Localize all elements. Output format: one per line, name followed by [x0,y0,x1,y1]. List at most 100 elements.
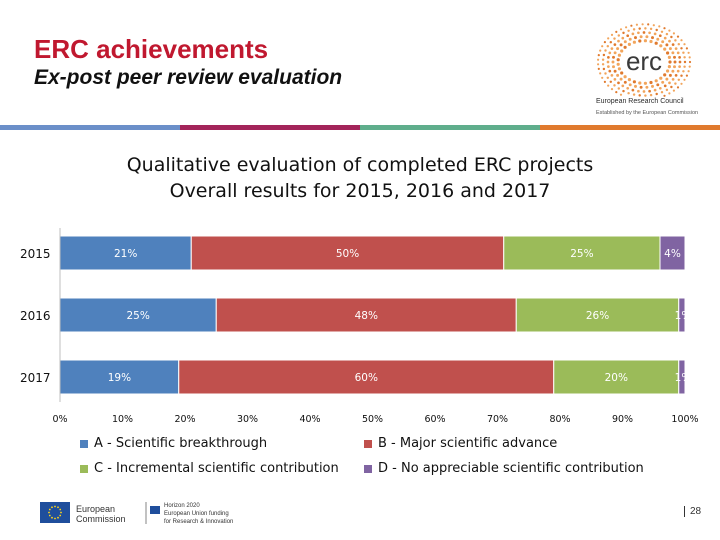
chart-subtitle: Overall results for 2015, 2016 and 2017 [169,180,551,202]
data-label: 20% [605,372,628,384]
logo-dot [604,72,607,75]
eu-star-icon [51,516,53,519]
logo-dot [658,25,661,28]
logo-dot [608,69,612,73]
logo-dot [673,60,677,64]
logo-dot [621,84,625,88]
logo-dot [622,89,625,93]
logo-dot [606,60,610,64]
legend-swatch-c [80,464,88,473]
logo-dot [674,47,678,50]
logo-dot [638,81,642,85]
eu-star-icon [60,511,62,514]
logo-dot [677,42,681,46]
x-tick-label: 0% [52,414,67,425]
logo-dot [655,92,658,96]
logo-dot [668,29,671,32]
logo-dot [672,32,675,35]
logo-dot [609,40,613,44]
bar-segment [190,235,505,271]
logo-dot [615,91,618,94]
legend-item-a: A - Scientific breakthrough [80,436,267,451]
logo-dot [642,90,646,93]
logo-dot [628,37,632,41]
logo-dot [649,27,653,31]
legend-label-a: A - Scientific breakthrough [94,436,268,451]
logo-dot [643,39,647,43]
logo-dot [677,78,681,82]
legend-item-c: C - Incremental scientific contribution [80,461,339,476]
logo-dot [658,34,662,38]
logo-dot [638,39,642,43]
bar-segment [178,359,555,395]
header-stripe-4 [540,125,720,130]
legend-swatch-d [364,464,372,473]
y-tick-label: 2016 [20,309,51,323]
logo-dot [685,47,688,50]
logo-dot [688,56,691,59]
data-label: 48% [355,310,378,322]
logo-dot [649,93,653,97]
logo-dot [630,24,633,27]
logo-dot [668,81,671,85]
x-tick-label: 70% [487,414,508,425]
x-tick-label: 20% [174,414,195,425]
erc-logo-dots [597,23,692,97]
logo-dot [683,78,686,81]
eu-star-icon [51,506,53,509]
logo-dot [668,39,671,43]
eu-flag-icon [40,502,70,523]
logo-dot [625,26,628,29]
logo-dot [632,40,636,44]
logo-dot [676,51,680,55]
logo-dot [613,51,617,55]
chart-title-block: Qualitative evaluation of completed ERC … [0,152,720,204]
logo-dot [663,27,666,30]
logo-dot [656,37,660,41]
bar-segment [515,297,680,333]
logo-dot [610,47,614,50]
logo-dot [674,39,677,42]
x-tick-label: 60% [424,414,445,425]
logo-dot [634,36,637,40]
logo-dot [597,63,600,66]
eu-star-icon [57,506,59,509]
data-label: 4% [664,248,681,260]
logo-dot [623,45,627,49]
x-tick-label: 90% [612,414,633,425]
logo-dot [665,32,669,36]
logo-dot [611,60,615,64]
logo-dot [683,43,686,46]
logo-dot [653,88,657,92]
logo-dot [619,28,623,31]
eu-star-icon [48,508,51,511]
logo-dot [617,81,620,85]
x-tick-label: 100% [671,414,698,425]
erc-logo-caption: European Research Council [596,98,684,105]
logo-dot [607,37,610,40]
legend-label-c: C - Incremental scientific contribution [94,461,339,476]
logo-dot [674,74,678,77]
logo-dot [659,76,663,80]
legend-swatch-b [364,439,372,448]
logo-dot [671,78,675,81]
logo-dot [678,56,681,59]
data-label: 50% [336,248,359,260]
x-tick-label: 80% [549,414,570,425]
chart-title: Qualitative evaluation of completed ERC … [126,154,594,176]
logo-dot [683,65,686,68]
logo-dot [606,76,610,80]
logo-dot [667,55,671,60]
eu-star-icon [48,511,50,514]
bar-segment [678,297,686,333]
logo-dot [616,73,620,77]
logo-dot [627,29,630,33]
logo-dot [626,86,630,90]
logo-dot [654,41,658,45]
logo-dot [613,78,617,81]
logo-dot [599,72,602,75]
logo-dot [639,35,643,39]
logo-dot [658,86,662,90]
logo-dot [661,40,665,44]
